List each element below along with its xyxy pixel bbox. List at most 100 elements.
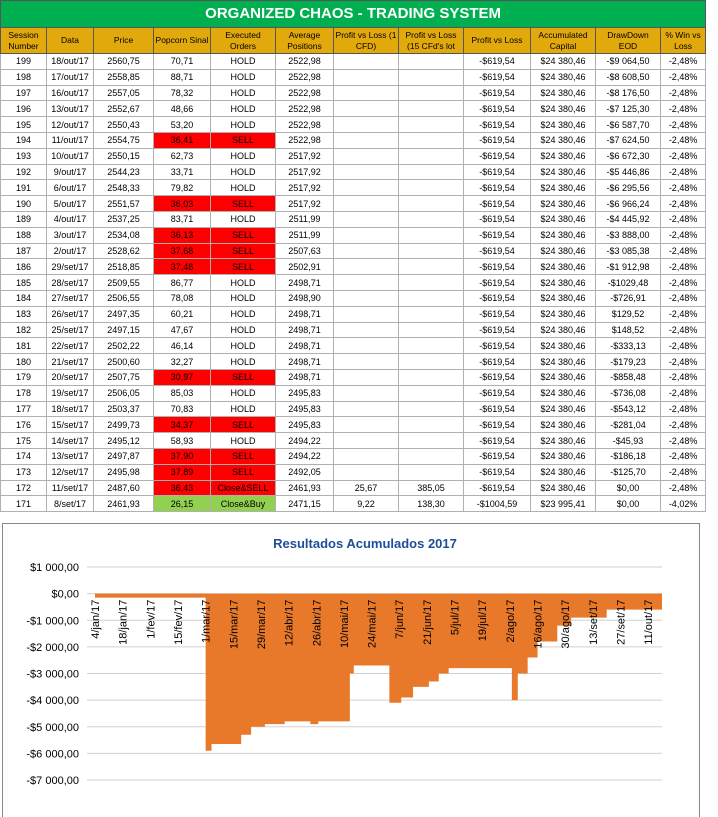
cell: -$619,54 <box>463 305 531 323</box>
cell: $24 380,46 <box>530 353 596 370</box>
cell <box>398 163 464 181</box>
cell: -$3 888,00 <box>595 226 661 244</box>
cell: $24 380,46 <box>530 163 596 181</box>
cell <box>398 68 464 86</box>
trading-table: ORGANIZED CHAOS - TRADING SYSTEM Session… <box>0 0 707 513</box>
cell: $24 380,46 <box>530 131 596 149</box>
cell: -$7 624,50 <box>595 131 661 149</box>
cell: 185 <box>0 274 47 291</box>
cell <box>333 274 399 291</box>
cell: $24 380,46 <box>530 179 596 197</box>
cell: 184 <box>0 289 47 307</box>
cell: -2,48% <box>659 258 707 276</box>
cell: -2,48% <box>659 53 707 70</box>
area <box>95 593 662 751</box>
cell: 10/out/17 <box>46 147 94 165</box>
cell: 70,71 <box>153 53 211 70</box>
cell: SELL <box>210 463 276 481</box>
cell: SELL <box>210 131 276 149</box>
cell <box>398 463 464 481</box>
x-tick-label: 1/mar/17 <box>201 600 213 643</box>
cell: 196 <box>0 100 47 118</box>
data-row: 179 20/set/17 2507,75 30,97 SELL 2498,71 -$619… <box>0 368 707 386</box>
cell: 12/set/17 <box>46 463 94 481</box>
column-header: Profit vs Loss (1 CFD) <box>333 27 399 54</box>
cell: 187 <box>0 242 47 260</box>
cell: 2498,90 <box>275 289 334 307</box>
cell: 2522,98 <box>275 116 334 133</box>
cell: 78,32 <box>153 84 211 102</box>
cell: $24 380,46 <box>530 463 596 481</box>
cell: -2,48% <box>659 353 707 370</box>
cell: -2,48% <box>659 131 707 149</box>
cell <box>398 305 464 323</box>
cell: 173 <box>0 463 47 481</box>
cell: -2,48% <box>659 305 707 323</box>
cell: 2506,05 <box>93 384 154 402</box>
data-row: 199 18/out/17 2560,75 70,71 HOLD 2522,98 -$619… <box>0 53 707 70</box>
cell: 17/out/17 <box>46 68 94 86</box>
cell: -$5 446,86 <box>595 163 661 181</box>
cell: 5/out/17 <box>46 195 94 212</box>
cell: -$726,91 <box>595 289 661 307</box>
cell: -$543,12 <box>595 400 661 418</box>
x-tick-label: 16/ago/17 <box>533 600 545 649</box>
cell: 3/out/17 <box>46 226 94 244</box>
cell <box>333 384 399 402</box>
cell: -$619,54 <box>463 479 531 497</box>
data-row: 180 21/set/17 2500,60 32,27 HOLD 2498,71 -$619… <box>0 353 707 370</box>
data-row: 188 3/out/17 2534,08 36,13 SELL 2511,99 -$619,… <box>0 226 707 244</box>
cell: HOLD <box>210 289 276 307</box>
cell: $24 380,46 <box>530 84 596 102</box>
cell: 195 <box>0 116 47 133</box>
cell: 2522,98 <box>275 131 334 149</box>
x-tick-label: 2/ago/17 <box>505 600 517 643</box>
cell <box>333 432 399 449</box>
data-row: 178 19/set/17 2506,05 85,03 HOLD 2495,83 -$619… <box>0 384 707 402</box>
cell: -2,48% <box>659 368 707 386</box>
data-row: 195 12/out/17 2550,43 53,20 HOLD 2522,98 -$619… <box>0 116 707 133</box>
y-tick-label: -$7 000,00 <box>26 775 79 787</box>
x-tick-label: 5/jul/17 <box>450 600 462 635</box>
cell <box>333 100 399 118</box>
cell: 2507,75 <box>93 368 154 386</box>
cell <box>333 368 399 386</box>
cell: -$619,54 <box>463 84 531 102</box>
cell: HOLD <box>210 84 276 102</box>
cell: SELL <box>210 416 276 434</box>
column-header: % Win vs Loss <box>659 27 707 54</box>
column-header: Price <box>93 27 154 54</box>
cell: 2522,98 <box>275 68 334 86</box>
cell: $24 380,46 <box>530 337 596 355</box>
data-row: 176 15/set/17 2499,73 34,37 SELL 2495,83 -$619… <box>0 416 707 434</box>
cell <box>398 100 464 118</box>
cell: 32,27 <box>153 353 211 370</box>
cell: -$619,54 <box>463 100 531 118</box>
cell: 2495,83 <box>275 400 334 418</box>
cell: $24 380,46 <box>530 226 596 244</box>
cell: 2544,23 <box>93 163 154 181</box>
cell: 33,71 <box>153 163 211 181</box>
cell: 2509,55 <box>93 274 154 291</box>
cell: -2,48% <box>659 84 707 102</box>
cell <box>333 163 399 181</box>
cell: -$619,54 <box>463 416 531 434</box>
cell: $24 380,46 <box>530 53 596 70</box>
x-tick-label: 4/jan/17 <box>90 600 102 639</box>
cell: 176 <box>0 416 47 434</box>
cell: $24 380,46 <box>530 100 596 118</box>
cell: $23 995,41 <box>530 495 596 513</box>
cell: -2,48% <box>659 447 707 465</box>
cell: 37,90 <box>153 447 211 465</box>
cell <box>398 226 464 244</box>
cell: 2494,22 <box>275 432 334 449</box>
chart-title: Resultados Acumulados 2017 <box>273 536 457 551</box>
cell: Close&Buy <box>210 495 276 513</box>
cell: -$8 176,50 <box>595 84 661 102</box>
cell <box>333 68 399 86</box>
cell: $24 380,46 <box>530 242 596 260</box>
cell: 85,03 <box>153 384 211 402</box>
y-tick-label: $1 000,00 <box>30 562 79 574</box>
x-tick-label: 29/mar/17 <box>256 600 268 650</box>
